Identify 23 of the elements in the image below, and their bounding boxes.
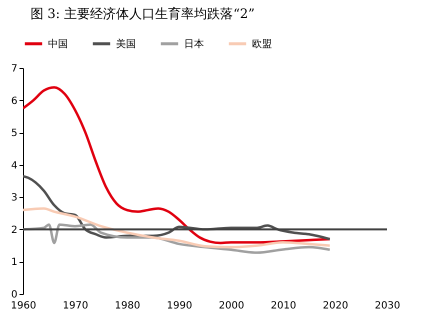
x-tick-label: 1990 xyxy=(166,300,192,312)
chart-title: 图 3: 主要经济体人口生育率均跌落“2” xyxy=(30,6,255,22)
x-tick-label: 2020 xyxy=(322,300,348,312)
line-series xyxy=(23,207,332,248)
y-tick-label: 7 xyxy=(11,64,18,74)
x-tick-label: 1980 xyxy=(114,300,140,312)
y-tick-label: 4 xyxy=(11,160,18,172)
x-tick-label: 2010 xyxy=(270,300,296,312)
legend-label: 欧盟 xyxy=(252,38,272,50)
legend-label: 日本 xyxy=(184,38,204,50)
y-tick-label: 0 xyxy=(11,290,18,300)
y-tick-label: 2 xyxy=(11,224,18,236)
legend-label: 美国 xyxy=(116,38,136,50)
y-tick-label: 5 xyxy=(11,128,18,140)
y-tick-label: 6 xyxy=(11,96,18,107)
x-tick-label: 1970 xyxy=(62,300,88,312)
y-tick-label: 3 xyxy=(11,192,18,204)
x-tick-label: 2000 xyxy=(218,300,244,312)
x-tick-label: 1960 xyxy=(10,300,36,312)
y-tick-label: 1 xyxy=(11,257,18,268)
legend-label: 中国 xyxy=(48,38,68,50)
line-series xyxy=(23,86,332,244)
x-tick-label: 2030 xyxy=(374,300,400,312)
